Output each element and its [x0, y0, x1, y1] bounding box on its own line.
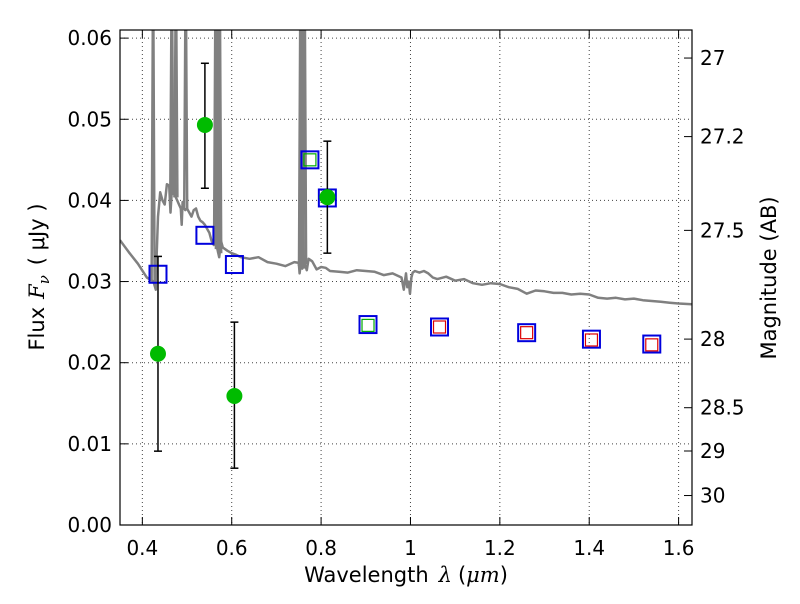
- model-photometry-square: [195, 225, 215, 245]
- inner-photometry-square: [303, 153, 317, 167]
- magnitude-tick-label: 30: [700, 484, 725, 508]
- photometry-markers: [148, 62, 662, 469]
- magnitude-tick-label: 27: [700, 46, 725, 70]
- y-tick-label: 0.04: [67, 188, 112, 212]
- inner-photometry-square: [645, 338, 659, 352]
- inner-photometry-square: [520, 326, 534, 340]
- spectrum-emission-line: [216, 30, 223, 254]
- spectrum-emission-line: [150, 30, 156, 282]
- observed-data-point: [196, 116, 213, 133]
- y-tick-label: 0.02: [67, 351, 112, 375]
- model-photometry-square: [358, 315, 378, 335]
- magnitude-tick-label: 27.5: [700, 218, 745, 242]
- model-photometry-square: [224, 255, 244, 275]
- model-photometry-square: [517, 323, 537, 343]
- magnitude-tick-labels: 27 27.2 27.5 28 28.5 29 30: [700, 46, 745, 507]
- spectrum-line: [120, 142, 692, 306]
- model-photometry-square: [300, 150, 320, 170]
- x-tick-label: 0.4: [126, 536, 158, 560]
- x-tick-label: 0.6: [216, 536, 248, 560]
- model-photometry-square: [581, 329, 601, 349]
- y-tick-label: 0.06: [67, 26, 112, 50]
- y-tick-label: 0.03: [67, 270, 112, 294]
- y-tick-label: 0.01: [67, 432, 112, 456]
- model-spectrum: [120, 30, 692, 306]
- observed-data-point: [226, 387, 243, 404]
- x-tick-label: 1.4: [573, 536, 605, 560]
- y-tick-labels: 0.00 0.01 0.02 0.03 0.04 0.05 0.06: [67, 26, 112, 537]
- observed-data-point: [149, 345, 166, 362]
- spectrum-emission-line: [173, 30, 179, 198]
- x-tick-label: 1.6: [663, 536, 695, 560]
- x-tick-labels: 0.4 0.6 0.8 1 1.2 1.4 1.6: [126, 536, 694, 560]
- magnitude-tick-label: 28: [700, 327, 725, 351]
- x-tick-label: 1.2: [484, 536, 516, 560]
- inner-photometry-square: [584, 333, 599, 347]
- y-axis-label: FluxFν( μJy ): [25, 203, 53, 350]
- inner-photometry-square: [361, 318, 375, 332]
- spectrum-emission-line: [169, 30, 175, 191]
- inner-photometry-square: [432, 320, 447, 334]
- x-tick-label: 1: [404, 536, 417, 560]
- observed-data-point: [319, 189, 336, 206]
- x-axis-label: Wavelength λ (μm): [304, 563, 508, 587]
- model-photometry-square: [430, 317, 450, 337]
- plot-frame: [119, 29, 693, 526]
- y-tick-label: 0.05: [67, 107, 112, 131]
- model-photometry-square: [642, 334, 662, 354]
- spectrum-emission-line: [182, 30, 189, 210]
- x-tick-label: 0.8: [305, 536, 337, 560]
- magnitude-tick-label: 29: [700, 439, 725, 463]
- magnitude-tick-label: 27.2: [700, 125, 745, 149]
- y-tick-label: 0.00: [67, 513, 112, 537]
- magnitude-tick-label: 28.5: [700, 396, 745, 420]
- axis-ticks: [120, 30, 692, 526]
- magnitude-axis-label: Magnitude (AB): [757, 196, 781, 359]
